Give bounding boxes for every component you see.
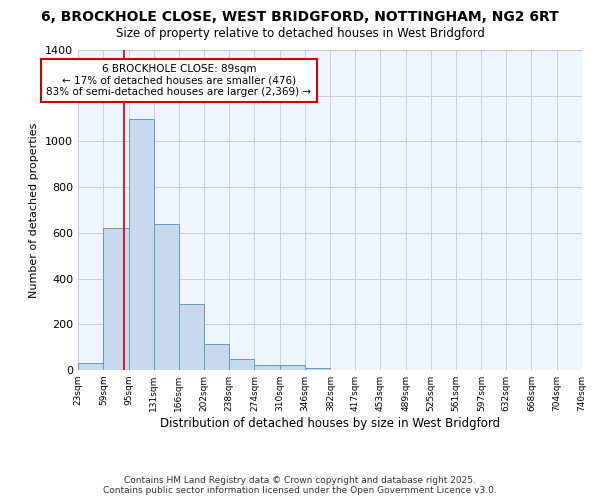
Bar (229, 358, 254, 370)
Bar (254, 366, 280, 370)
Text: Contains HM Land Registry data © Crown copyright and database right 2025.
Contai: Contains HM Land Registry data © Crown c… (103, 476, 497, 495)
Bar (128, 118, 154, 370)
Bar (103, 228, 128, 370)
Text: 6 BROCKHOLE CLOSE: 89sqm
← 17% of detached houses are smaller (476)
83% of semi-: 6 BROCKHOLE CLOSE: 89sqm ← 17% of detach… (46, 64, 311, 97)
Bar (280, 366, 305, 370)
Text: 6, BROCKHOLE CLOSE, WEST BRIDGFORD, NOTTINGHAM, NG2 6RT: 6, BROCKHOLE CLOSE, WEST BRIDGFORD, NOTT… (41, 10, 559, 24)
Bar (154, 224, 179, 370)
Bar (305, 368, 331, 370)
Bar (179, 304, 204, 370)
Y-axis label: Number of detached properties: Number of detached properties (29, 122, 40, 298)
Text: Size of property relative to detached houses in West Bridgford: Size of property relative to detached ho… (116, 28, 484, 40)
Bar (78, 363, 103, 370)
X-axis label: Distribution of detached houses by size in West Bridgford: Distribution of detached houses by size … (160, 417, 500, 430)
Bar (204, 344, 229, 370)
